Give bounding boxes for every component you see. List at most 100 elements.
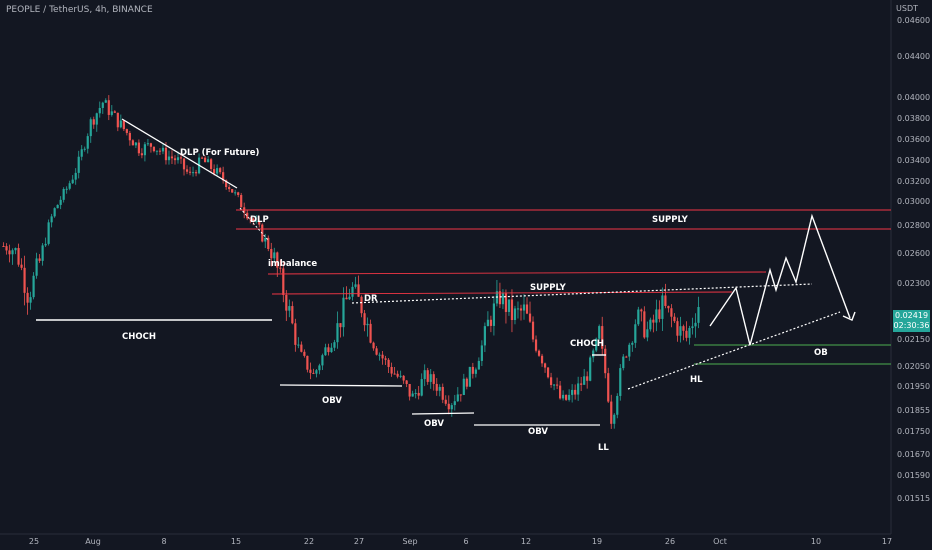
candle-body xyxy=(155,150,159,152)
annotation-labels: DLP (For Future) DLP imbalance SUPPLY SUPPLY… xyxy=(122,148,828,453)
obv-line-1 xyxy=(279,384,403,387)
y-tick-label: 0.04000 xyxy=(897,93,930,102)
candle-body xyxy=(658,309,661,319)
candle-body xyxy=(62,189,65,200)
candle-body xyxy=(267,237,270,249)
candle-body xyxy=(44,243,47,246)
candle-body xyxy=(405,380,408,384)
candle-body xyxy=(231,189,234,193)
candle-body xyxy=(694,322,697,327)
candle-body xyxy=(601,326,604,349)
supply-zone2-top-line xyxy=(267,271,767,275)
candle-body xyxy=(661,295,664,319)
candle-body xyxy=(2,246,5,247)
candle-body xyxy=(279,267,282,269)
candle-body xyxy=(369,323,372,343)
candle-body xyxy=(68,183,71,189)
candle-body xyxy=(498,291,502,305)
candle-body xyxy=(552,384,556,386)
candle-body xyxy=(387,359,390,367)
x-tick-label: 12 xyxy=(521,537,531,546)
candle-body xyxy=(170,156,174,159)
candle-body xyxy=(393,373,396,375)
candle-body xyxy=(384,358,387,360)
candle-body xyxy=(534,339,538,351)
currency-label: USDT xyxy=(896,4,918,13)
candle-body xyxy=(77,156,80,173)
candle-body xyxy=(354,284,357,287)
candle-body xyxy=(164,147,168,161)
x-tick-label: 6 xyxy=(463,537,468,546)
x-tick-label: 26 xyxy=(665,537,675,546)
annotation-label: imbalance xyxy=(268,259,317,269)
candle-body xyxy=(565,394,568,400)
candle-body xyxy=(134,142,137,146)
candle-body xyxy=(435,383,438,391)
candle-body xyxy=(86,136,89,149)
candle-body xyxy=(450,405,453,410)
candle-body xyxy=(417,392,420,396)
candle-body xyxy=(222,172,225,181)
candle-body xyxy=(161,147,165,152)
candle-body xyxy=(255,220,258,222)
candle-body xyxy=(35,258,38,276)
candle-body xyxy=(357,284,360,297)
candle-body xyxy=(318,365,321,371)
annotation-label: CHOCH xyxy=(570,339,604,349)
candle-body xyxy=(616,395,619,415)
annotation-label: LL xyxy=(598,443,609,453)
candle-body xyxy=(438,386,441,391)
candle-body xyxy=(420,379,423,396)
candle-body xyxy=(396,373,399,377)
x-tick-label: Sep xyxy=(402,537,417,546)
candle-body xyxy=(447,403,450,410)
candle-body xyxy=(462,378,465,395)
candle-body xyxy=(604,348,607,374)
candle-body xyxy=(47,222,50,244)
y-tick-label: 0.01855 xyxy=(897,406,930,415)
candle-body xyxy=(38,258,41,261)
candle-body xyxy=(17,247,20,265)
candle-body xyxy=(598,326,601,339)
candle-body xyxy=(149,143,153,147)
time-axis[interactable]: 25 Aug 8 15 22 27 Sep 6 12 19 26 Oct 10 17 xyxy=(29,537,892,546)
candle-body xyxy=(50,216,53,223)
candle-body xyxy=(225,180,228,188)
candle-body xyxy=(583,376,586,385)
candle-body xyxy=(411,393,414,397)
candle-body xyxy=(104,100,107,103)
candle-body xyxy=(209,159,213,170)
candle-body xyxy=(558,385,562,399)
price-axis[interactable]: 0.04600 0.04400 0.04000 0.03800 0.03600 0.034… xyxy=(897,16,930,503)
candle-body xyxy=(537,350,541,356)
candle-body xyxy=(562,394,565,399)
candle-body xyxy=(194,172,198,174)
candle-body xyxy=(342,297,345,328)
candle-body xyxy=(549,377,553,385)
y-tick-label: 0.01670 xyxy=(897,450,930,459)
candle-body xyxy=(610,401,613,424)
candle-body xyxy=(390,366,393,374)
candle-body xyxy=(372,342,375,349)
x-tick-label: 17 xyxy=(882,537,892,546)
candle-body xyxy=(399,375,402,377)
candle-body xyxy=(426,370,429,382)
candle-body xyxy=(14,247,17,251)
candle-body xyxy=(595,338,598,351)
candle-body xyxy=(240,195,243,208)
candle-body xyxy=(649,319,652,330)
candle-body xyxy=(252,218,255,222)
candle-body xyxy=(432,374,435,384)
candle-body xyxy=(631,342,634,345)
y-tick-label: 0.03200 xyxy=(897,177,930,186)
annotation-label: HL xyxy=(690,375,703,385)
y-tick-label: 0.02800 xyxy=(897,221,930,230)
candle-body xyxy=(414,392,417,394)
candle-body xyxy=(441,386,444,400)
candle-body xyxy=(59,199,62,205)
candle-body xyxy=(113,111,116,113)
x-tick-label: 15 xyxy=(231,537,241,546)
candle-body xyxy=(273,252,276,259)
candle-body xyxy=(152,146,156,152)
